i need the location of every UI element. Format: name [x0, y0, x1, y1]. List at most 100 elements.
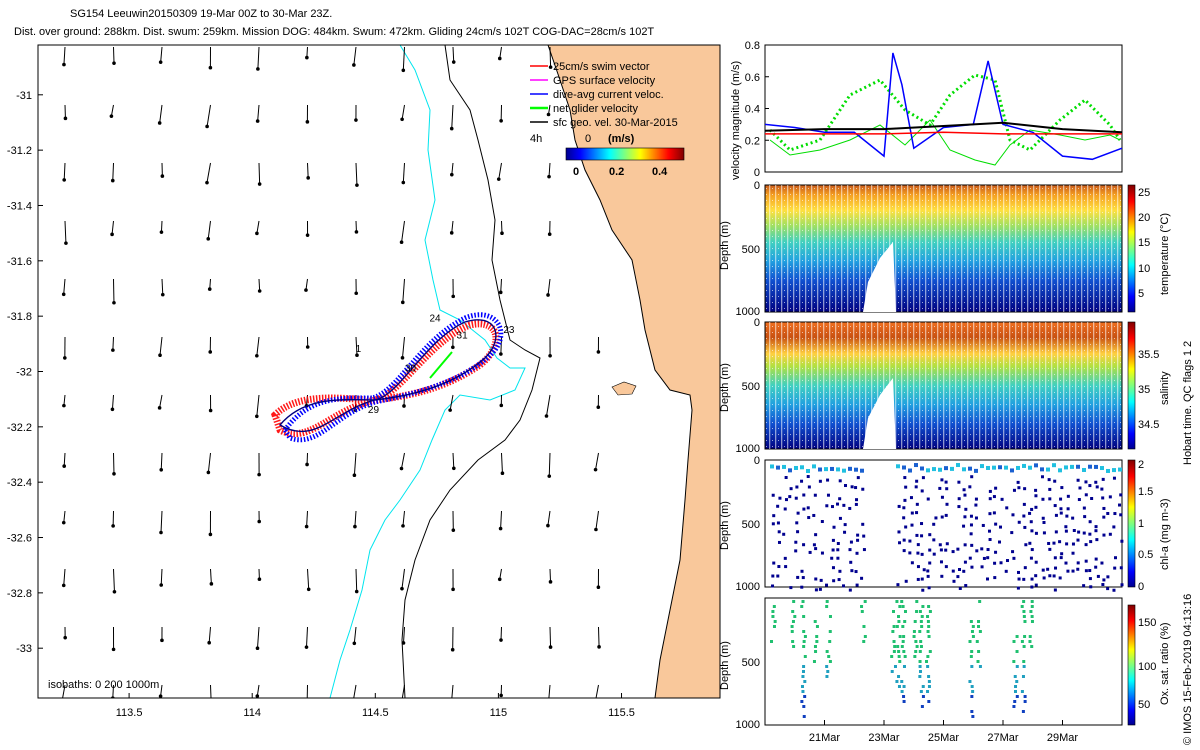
chla-sample — [988, 512, 992, 516]
velocity-arrow — [402, 278, 405, 303]
oxygen-sample — [813, 645, 817, 648]
chla-sample — [838, 497, 842, 501]
chla-sample — [962, 488, 966, 492]
chla-sample-surface — [992, 465, 996, 470]
oxygen-sample — [1030, 645, 1034, 648]
chla-sample — [838, 516, 842, 520]
chla-sample — [814, 547, 818, 551]
velocity-arrow-head — [354, 291, 359, 296]
lat-tick-label: -31 — [16, 90, 32, 102]
chla-sample-surface — [770, 464, 774, 469]
isobath-200 — [401, 45, 541, 698]
chla-sample — [842, 584, 846, 588]
chla-sample-surface — [1028, 465, 1032, 470]
oxygen-sample — [802, 630, 806, 633]
oxygen-sample — [1013, 690, 1017, 693]
chla-sample — [789, 487, 793, 491]
chla-sample — [801, 576, 805, 580]
chla-sample — [812, 543, 816, 547]
velocity-arrow — [207, 220, 211, 239]
velocity-arrow-head — [450, 647, 455, 652]
velocity-arrow — [595, 452, 599, 470]
chla-sample — [920, 534, 924, 538]
chla-sample — [850, 485, 854, 489]
velocity-arrow-head — [548, 645, 553, 649]
velocity-arrow-head — [596, 405, 601, 410]
oxygen-sample — [976, 660, 980, 663]
oxygen-sample — [1030, 600, 1034, 603]
chla-sample — [849, 560, 853, 564]
series-mean — [765, 121, 1122, 134]
salinity-cbar-tick-0: 34.5 — [1138, 419, 1159, 431]
velocity-arrow-head — [352, 63, 356, 67]
chla-sample-surface — [902, 465, 906, 470]
chla-sample — [1088, 484, 1092, 488]
velocity-arrow-head — [305, 462, 309, 467]
velocity-arrow-head — [255, 231, 259, 236]
velocity-arrow-head — [305, 55, 309, 60]
oxygen-sample — [903, 655, 907, 658]
chla-sample — [1102, 506, 1106, 510]
chla-sample — [981, 523, 985, 527]
chla-sample — [1119, 513, 1123, 517]
chla-cbar-tick-3: 1.5 — [1138, 486, 1153, 498]
oxygen-sample — [862, 625, 866, 628]
chla-sample — [952, 579, 956, 583]
chla-sample — [945, 542, 949, 546]
lat-tick-label: -31.8 — [7, 311, 32, 323]
chla-sample-surface — [812, 464, 816, 469]
velocity-arrow — [305, 278, 308, 291]
velocity-arrow — [112, 684, 114, 698]
chla-sample-surface — [1088, 464, 1092, 469]
chla-sample — [1000, 497, 1004, 501]
velocity-arrow-head — [110, 232, 114, 237]
chla-sample — [939, 560, 943, 564]
oxygen-sample — [926, 620, 930, 623]
oxygen-sample — [813, 620, 817, 623]
oxygen-sample — [802, 715, 806, 718]
lat-tick-label: -32.4 — [7, 477, 32, 489]
chla-sample — [1090, 496, 1094, 500]
oxygen-sample — [825, 605, 829, 608]
velocity-arrow — [498, 162, 502, 180]
chla-sample — [969, 523, 973, 527]
legend-label-gps: GPS surface velocity — [553, 75, 656, 87]
oxygen-sample — [1015, 695, 1019, 698]
chla-sample-surface — [998, 465, 1002, 470]
chla-sample-surface — [1112, 468, 1116, 473]
velocity-arrow-head — [257, 289, 262, 293]
oxygen-sample — [897, 620, 901, 623]
chla-sample — [1095, 538, 1099, 542]
oxygen-sample — [1020, 640, 1024, 643]
oxygen-sample — [773, 620, 777, 623]
oxygen-sample — [977, 620, 981, 623]
oxygen-sample — [926, 630, 930, 633]
velocity-arrow-head — [547, 232, 552, 237]
oxygen-sample — [803, 695, 807, 698]
day-label: 24 — [429, 314, 441, 325]
velocity-arrow-head — [451, 528, 456, 532]
oxygen-sample — [1015, 665, 1019, 668]
oxygen-sample — [918, 670, 922, 673]
velocity-arrow — [64, 220, 67, 244]
velocity-arrow — [402, 162, 405, 183]
chla-sample — [962, 569, 966, 573]
chla-colorbar — [1127, 459, 1136, 588]
chla-sample — [772, 514, 776, 518]
chla-sample — [771, 522, 775, 526]
velocity-arrow-head — [452, 466, 456, 471]
chla-sample — [909, 496, 913, 500]
velocity-arrow — [110, 104, 114, 117]
velocity-arrow-head — [499, 403, 504, 408]
chla-sample — [940, 574, 944, 578]
chla-sample — [1088, 532, 1092, 536]
velocity-arrow-head — [112, 471, 116, 476]
velocity-arrow — [354, 510, 357, 527]
chla-sample — [932, 522, 936, 526]
velocity-arrow-head — [157, 406, 162, 410]
chla-sample — [903, 476, 907, 480]
legend-item-swim: 25cm/s swim vector — [530, 61, 650, 73]
chla-sample-surface — [974, 468, 978, 473]
oxygen-sample — [898, 635, 902, 638]
chla-cbar-tick-1: 0.5 — [1138, 549, 1153, 561]
